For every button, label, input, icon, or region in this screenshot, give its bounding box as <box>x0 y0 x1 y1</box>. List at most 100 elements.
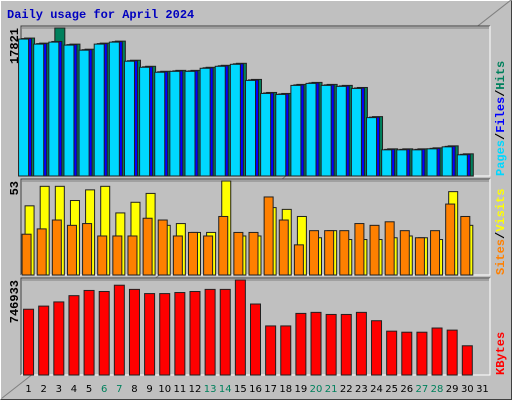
bar <box>172 235 183 276</box>
bar <box>414 237 425 276</box>
x-tick-label: 13 <box>204 384 217 395</box>
legend-entry: Sites <box>494 239 508 275</box>
bar <box>36 228 47 276</box>
x-tick-label: 8 <box>131 384 137 395</box>
legend-entry: Pages <box>494 140 508 176</box>
y-tick-label: 746933 <box>8 280 22 323</box>
bar <box>293 244 304 276</box>
bar <box>396 149 408 177</box>
legend: Pages/Files/Hits <box>494 61 508 176</box>
x-tick-label: 25 <box>385 384 398 395</box>
x-tick-label: 4 <box>71 384 77 395</box>
x-tick-label: 27 <box>416 384 429 395</box>
bar <box>309 230 320 276</box>
bar <box>21 233 32 276</box>
bar <box>53 301 65 376</box>
bar <box>446 329 458 376</box>
bar <box>113 284 125 376</box>
bar <box>386 330 398 376</box>
bar <box>199 67 211 177</box>
x-tick-label: 6 <box>101 384 107 395</box>
legend-entry: Files <box>494 97 508 133</box>
x-tick-label: 9 <box>146 384 152 395</box>
bar <box>263 196 274 276</box>
bar <box>430 230 441 276</box>
x-tick-label: 24 <box>370 384 383 395</box>
legend-entry: Hits <box>494 61 508 90</box>
bar <box>174 292 186 376</box>
bar <box>82 223 93 276</box>
bar <box>350 87 362 177</box>
legend-entry: Visits <box>494 189 508 232</box>
bar <box>456 154 468 177</box>
bar <box>384 221 395 276</box>
bar <box>123 60 135 177</box>
bar <box>229 63 241 177</box>
x-tick-label: 10 <box>158 384 171 395</box>
plot-bevel <box>20 178 490 275</box>
bar <box>401 331 413 376</box>
x-tick-label: 5 <box>86 384 92 395</box>
bar <box>189 290 201 376</box>
bar <box>416 331 428 376</box>
bar <box>275 93 287 177</box>
bar <box>139 66 151 177</box>
legend-separator: / <box>494 133 508 140</box>
legend-separator: / <box>494 90 508 97</box>
legend: KBytes <box>494 332 508 375</box>
bar <box>461 345 473 376</box>
bar <box>112 235 123 276</box>
x-tick-label: 15 <box>234 384 247 395</box>
legend: Sites/Visits <box>494 189 508 275</box>
x-tick-label: 21 <box>325 384 338 395</box>
bar <box>369 224 380 276</box>
bar <box>310 311 322 376</box>
bar <box>325 313 337 376</box>
bar <box>218 215 229 276</box>
bar <box>48 41 60 177</box>
bar <box>98 290 110 376</box>
bar <box>340 313 352 376</box>
bar <box>93 43 105 177</box>
x-tick-label: 26 <box>400 384 413 395</box>
bar <box>278 219 289 276</box>
bar <box>265 325 277 376</box>
bar <box>157 219 168 276</box>
bar <box>441 146 453 177</box>
bar <box>426 148 438 177</box>
bar <box>23 308 35 376</box>
y-tick-label: 53 <box>8 181 22 195</box>
bar <box>187 231 198 276</box>
bar <box>260 92 272 177</box>
bar <box>245 79 256 177</box>
bar <box>83 289 95 376</box>
bar <box>214 65 226 177</box>
x-tick-label: 18 <box>279 384 292 395</box>
bar <box>142 217 153 276</box>
bar <box>204 288 216 376</box>
bar <box>219 288 231 376</box>
bar <box>38 305 50 376</box>
x-tick-label: 29 <box>446 384 459 395</box>
x-tick-label: 19 <box>295 384 308 395</box>
bar <box>33 43 45 177</box>
x-tick-label: 20 <box>310 384 323 395</box>
x-tick-label: 2 <box>41 384 47 395</box>
bar <box>63 44 75 177</box>
bar <box>250 303 261 376</box>
bar <box>295 312 307 376</box>
bar <box>411 149 423 177</box>
bar <box>66 224 77 276</box>
x-tick-label: 1 <box>25 384 31 395</box>
bar <box>339 230 350 276</box>
legend-separator: / <box>494 232 508 239</box>
bar <box>280 325 292 376</box>
chart-title: Daily usage for April 2024 <box>7 8 194 22</box>
x-tick-label: 28 <box>431 384 444 395</box>
bar <box>203 235 214 276</box>
bar <box>128 288 140 376</box>
bar <box>127 235 138 276</box>
x-tick-label: 30 <box>461 384 474 395</box>
